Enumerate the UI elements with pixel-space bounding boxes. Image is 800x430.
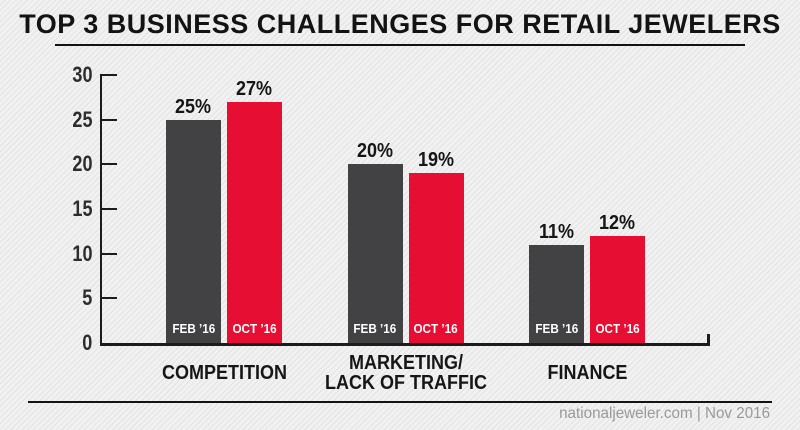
category-label-marketing-lack-of-traffic: MARKETING/ LACK OF TRAFFIC	[296, 352, 516, 394]
series-label-oct-16: OCT ’16	[590, 322, 645, 336]
chart-title-text: TOP 3 BUSINESS CHALLENGES FOR RETAIL JEW…	[19, 9, 781, 39]
source-credit: nationaljeweler.com | Nov 2016	[548, 404, 770, 424]
chart-title: TOP 3 BUSINESS CHALLENGES FOR RETAIL JEW…	[0, 7, 800, 41]
y-tick-mark-20	[100, 163, 117, 166]
category-label-competition: COMPETITION	[114, 352, 334, 394]
series-label-oct-16: OCT ’16	[227, 322, 282, 336]
bar-feb-16-finance: 11% FEB ’16	[529, 221, 584, 343]
series-label-oct-16: OCT ’16	[409, 322, 464, 336]
series-label-text: OCT ’16	[232, 321, 277, 336]
bar-feb-16-competition: 25% FEB ’16	[166, 96, 221, 343]
category-label-finance: FINANCE	[477, 352, 697, 394]
y-tick-label-30: 30	[71, 62, 92, 87]
y-tick-mark-25	[100, 118, 117, 121]
value-label-text: 12%	[599, 211, 636, 234]
value-label-oct-16-competition: 27%	[227, 78, 282, 100]
series-label-feb-16: FEB ’16	[348, 322, 403, 336]
value-label-oct-16-marketing-lack-of-traffic: 19%	[409, 149, 464, 171]
value-label-text: 25%	[175, 95, 212, 118]
value-label-text: 27%	[236, 77, 273, 100]
series-label-text: OCT ’16	[413, 321, 459, 336]
series-label-text: FEB ’16	[172, 321, 215, 336]
value-label-feb-16-finance: 11%	[529, 221, 584, 243]
category-label-text: MARKETING/ LACK OF TRAFFIC	[324, 352, 487, 394]
bar-oct-16-marketing-lack-of-traffic: 19% OCT ’16	[408, 149, 464, 343]
category-label-text: FINANCE	[546, 362, 627, 384]
y-tick-label-20: 20	[71, 151, 92, 177]
value-label-text: 20%	[356, 140, 394, 163]
y-tick-label-5: 5	[81, 285, 92, 311]
y-tick-label-0: 0	[81, 330, 92, 355]
y-tick-label-15: 15	[71, 196, 92, 221]
bar-group-marketing-lack-of-traffic: 20% FEB ’16 19% OCT ’16	[347, 140, 464, 343]
value-label-oct-16-finance: 12%	[590, 212, 645, 234]
bar-oct-16-competition: 27% OCT ’16	[227, 78, 282, 343]
y-tick-label-25: 25	[71, 106, 92, 132]
series-label-text: OCT ’16	[595, 321, 640, 336]
series-label-feb-16: FEB ’16	[529, 322, 584, 336]
y-tick-mark-10	[100, 252, 117, 255]
series-label-feb-16: FEB ’16	[166, 322, 221, 336]
value-label-text: 19%	[417, 149, 455, 172]
value-label-text: 11%	[538, 220, 575, 243]
bar-group-competition: 25% FEB ’16 27% OCT ’16	[166, 78, 282, 343]
y-tick-label-10: 10	[71, 240, 92, 266]
x-axis-end-tick	[707, 334, 710, 343]
title-divider-line	[55, 44, 745, 46]
series-label-text: FEB ’16	[353, 321, 397, 336]
plot-area: 25% FEB ’16 27% OCT ’16 20% FEB ’16 19% OCT ’16…	[100, 75, 712, 343]
value-label-feb-16-marketing-lack-of-traffic: 20%	[348, 140, 403, 162]
x-axis-line	[100, 343, 710, 346]
source-credit-text: nationaljeweler.com | Nov 2016	[559, 405, 770, 422]
series-label-text: FEB ’16	[535, 321, 578, 336]
footer-divider-line	[28, 401, 772, 403]
value-label-feb-16-competition: 25%	[166, 96, 221, 118]
y-axis-line	[100, 75, 102, 346]
bar-oct-16-finance: 12% OCT ’16	[590, 212, 645, 343]
category-label-text: COMPETITION	[161, 362, 287, 384]
y-tick-mark-15	[100, 208, 117, 210]
bar-group-finance: 11% FEB ’16 12% OCT ’16	[529, 212, 645, 343]
y-tick-mark-30	[100, 74, 117, 76]
y-tick-mark-5	[100, 297, 117, 300]
bar-feb-16-marketing-lack-of-traffic: 20% FEB ’16	[347, 140, 403, 343]
